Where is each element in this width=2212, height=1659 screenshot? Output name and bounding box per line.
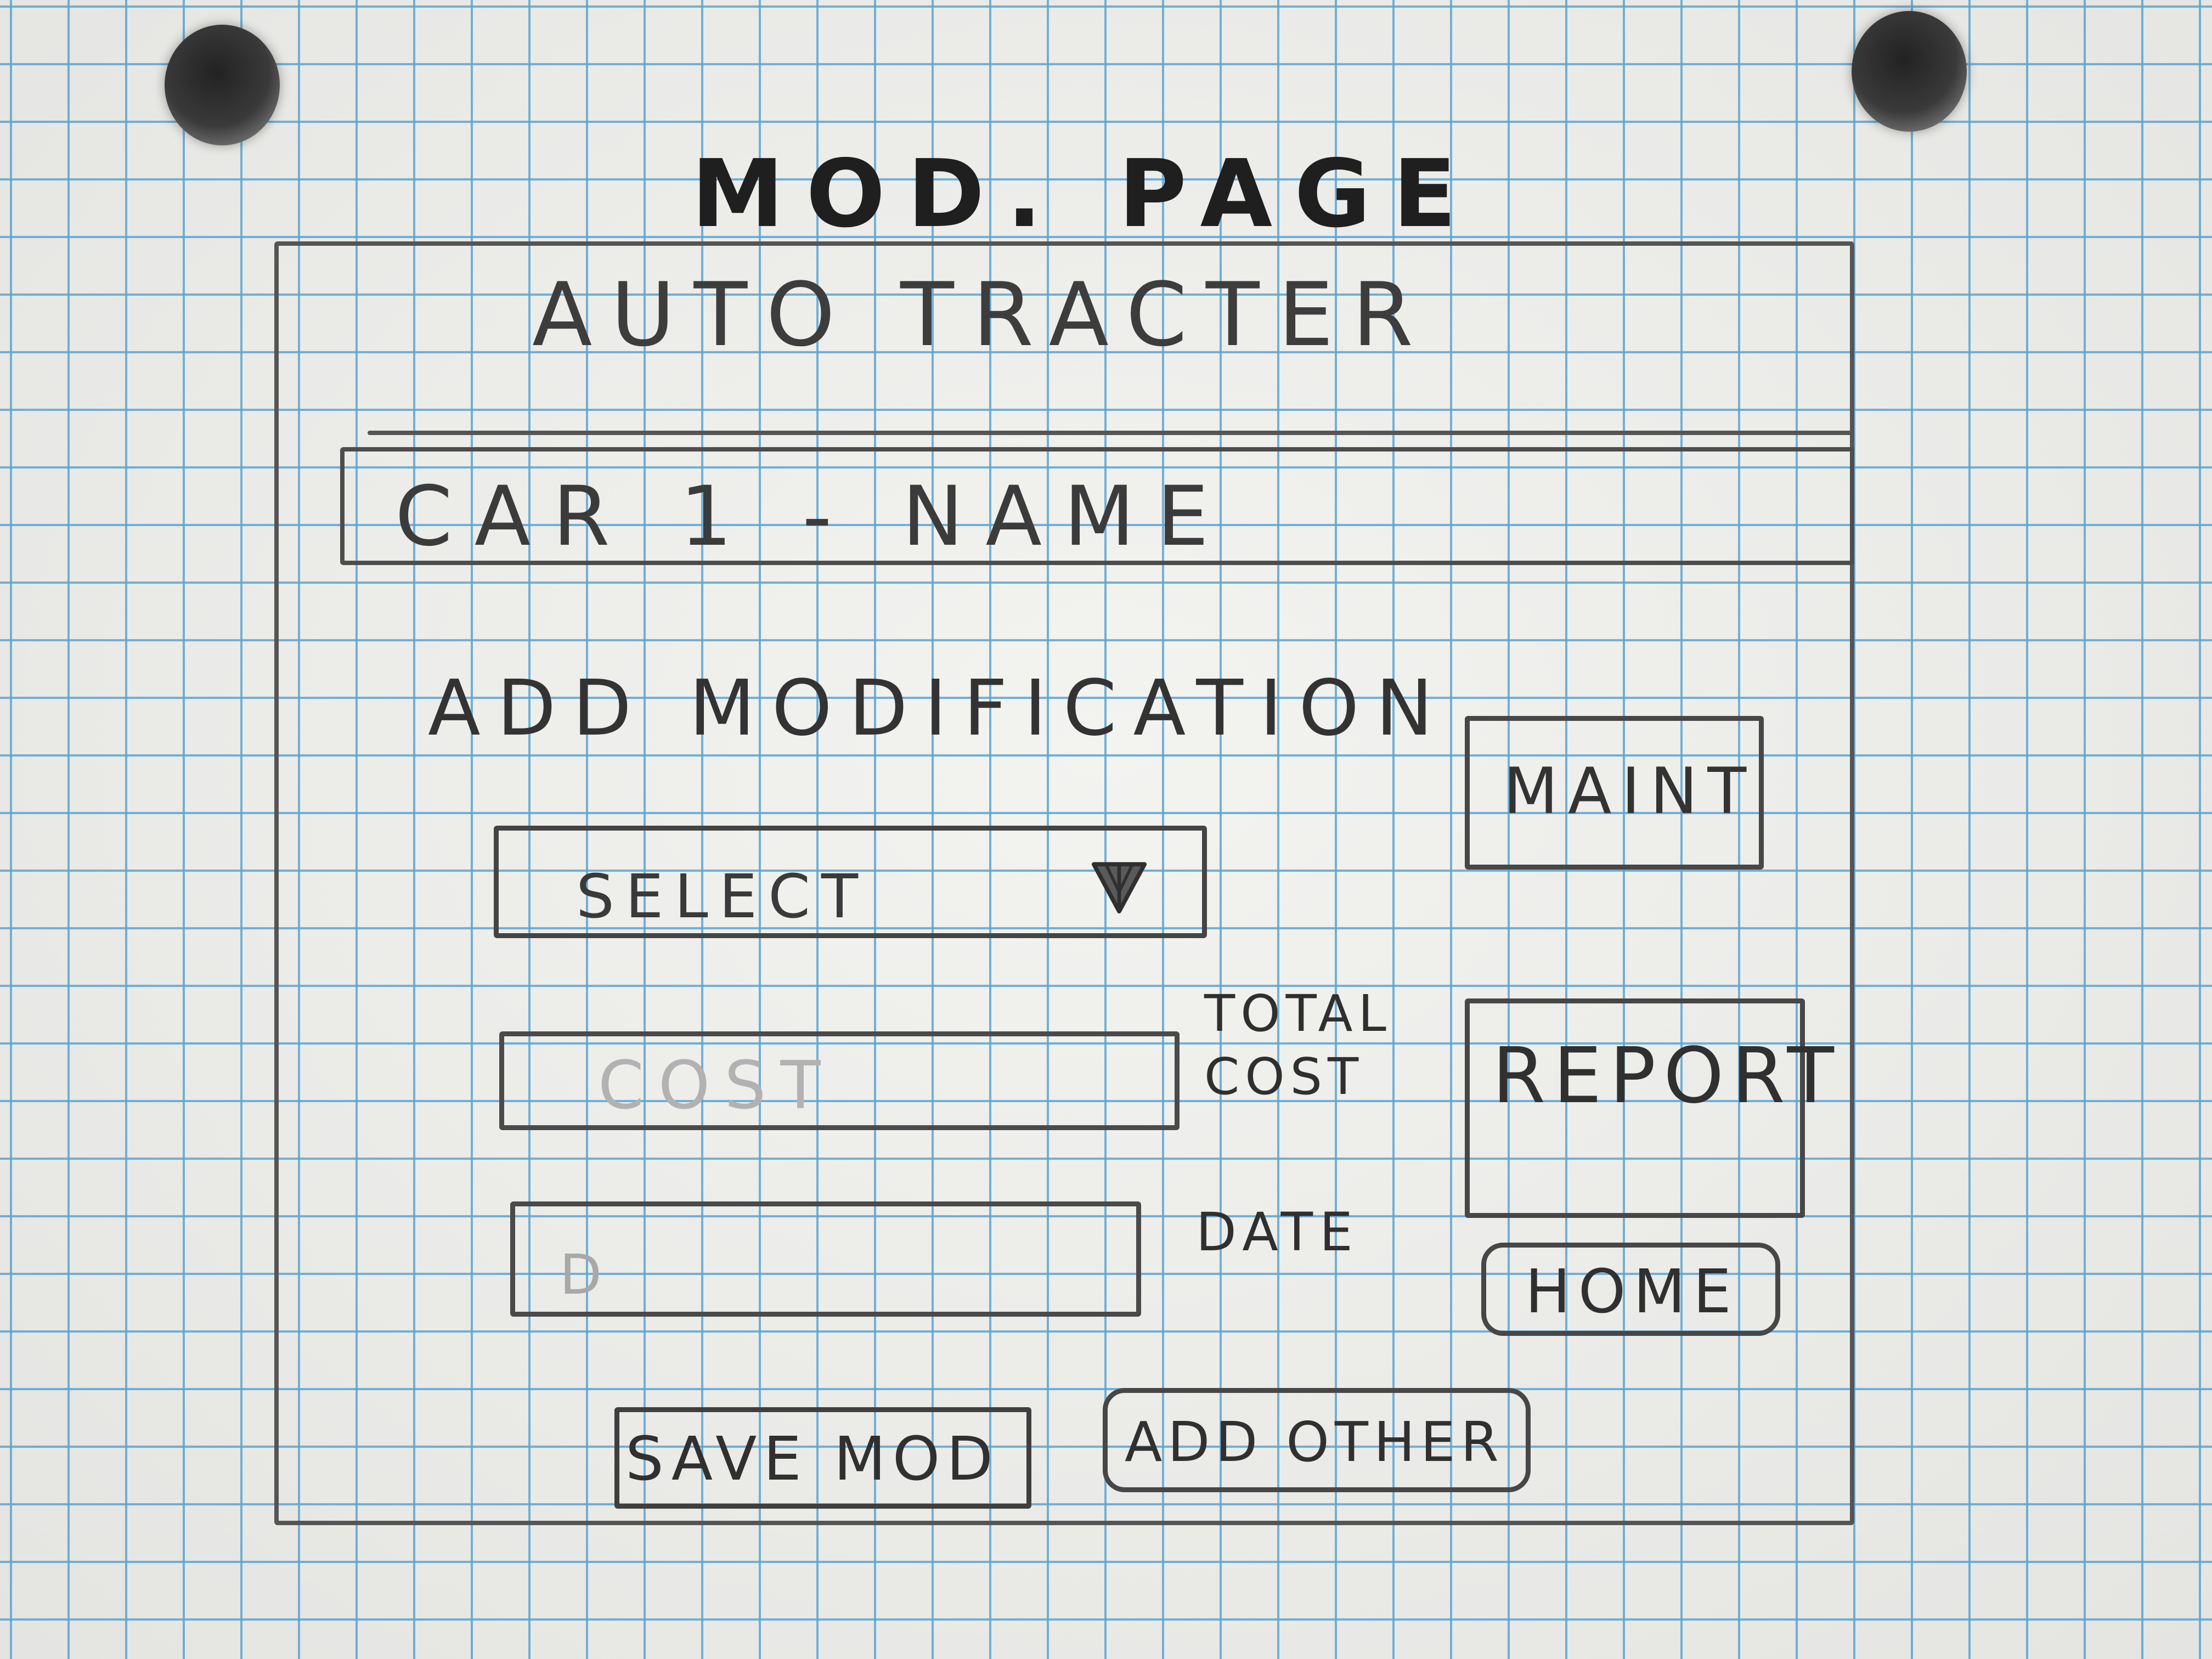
home-button[interactable] [1481,1243,1780,1336]
home-button-label: HOME [1525,1256,1739,1327]
report-button-label: REPORT [1492,1031,1842,1121]
save-mod-button-label: SAVE MOD [625,1424,1000,1494]
header-divider [368,431,1854,435]
modification-select[interactable] [494,826,1207,938]
cost-input-placeholder: COST [598,1048,835,1124]
maint-button[interactable] [1465,716,1764,870]
report-button[interactable] [1465,998,1805,1218]
date-input[interactable] [510,1201,1141,1317]
date-label: DATE [1196,1201,1359,1263]
app-title: AUTO TRACTER [532,263,1432,366]
binder-hole-right [1852,11,1967,132]
cost-input[interactable] [499,1031,1180,1130]
app-window [274,241,1854,1525]
chevron-down-icon[interactable] [1089,856,1149,916]
add-other-button-label: ADD OTHER [1125,1410,1504,1474]
add-other-button[interactable] [1103,1388,1531,1492]
save-mod-button[interactable] [614,1407,1031,1509]
add-modification-heading: ADD MODIFICATION [428,664,1450,753]
modification-select-value: SELECT [576,861,870,932]
car-name-bar[interactable] [340,447,1854,565]
date-input-placeholder: D [560,1243,602,1307]
maint-button-label: MAINT [1503,754,1757,828]
binder-hole-left [165,25,280,145]
car-name-label: CAR 1 - NAME [395,469,1231,565]
total-cost-label: TOTAL COST [1204,984,1392,1106]
page-title: MOD. PAGE [691,140,1479,249]
